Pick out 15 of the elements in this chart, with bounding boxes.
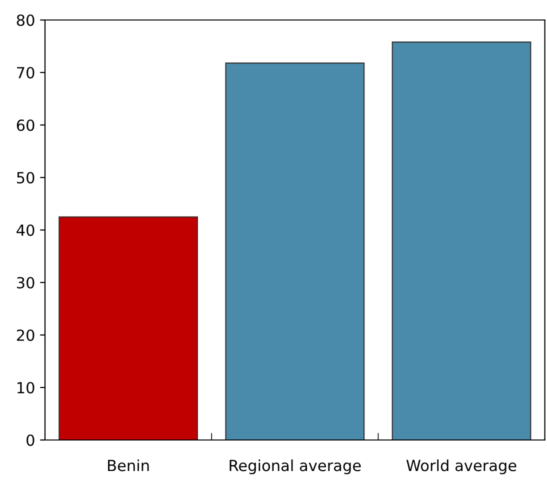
y-tick-label: 50 [17,172,34,184]
x-tick-label: Benin [108,459,149,472]
y-tick-label: 70 [17,66,34,79]
y-tick-label: 10 [18,382,34,394]
y-tick-label: 40 [16,224,34,236]
x-tick-label: World average [406,459,516,474]
bar [392,41,532,440]
y-tick-label: 0 [26,434,34,446]
y-tick-label: 80 [16,14,34,26]
x-tick-label: Regional average [230,459,361,474]
y-tick-label: 20 [16,329,34,342]
y-tick-label: 60 [16,119,34,132]
y-tick-label: 30 [17,276,34,289]
bar [225,62,365,440]
bar [58,216,198,440]
